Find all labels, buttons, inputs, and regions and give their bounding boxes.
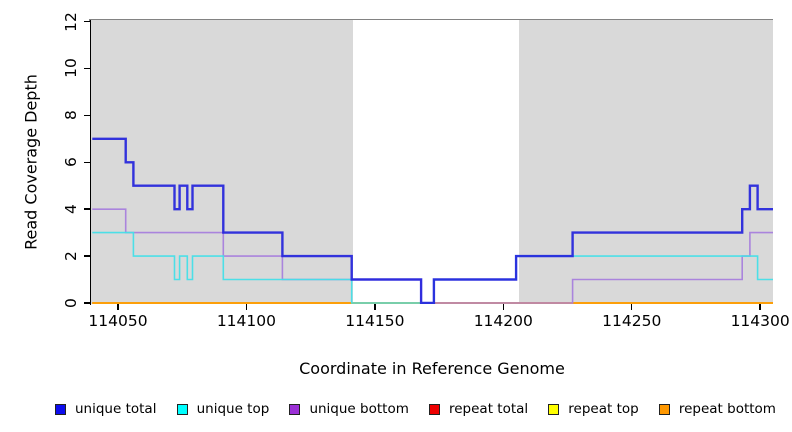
y-tick-label: 12 xyxy=(62,11,80,32)
legend-item-repeat-bottom: repeat bottom xyxy=(658,401,776,417)
x-tick-label: 114150 xyxy=(345,312,405,330)
y-tick-mark xyxy=(84,302,90,304)
legend-item-repeat-top: repeat top xyxy=(548,401,639,417)
y-axis-title: Read Coverage Depth xyxy=(21,74,41,250)
legend-label: repeat total xyxy=(448,401,529,417)
x-tick-mark xyxy=(630,304,633,310)
x-tick-mark xyxy=(117,304,119,310)
legend-label: repeat top xyxy=(568,401,639,417)
x-tick-mark xyxy=(245,304,248,310)
y-tick-label: 0 xyxy=(62,298,80,308)
plot-area xyxy=(91,20,773,304)
y-tick-label: 10 xyxy=(62,58,80,79)
unique-bottom-swatch-icon xyxy=(289,403,301,415)
x-axis-title: Coordinate in Reference Genome xyxy=(299,359,565,378)
series-unique-total xyxy=(92,137,773,304)
repeat-bottom-swatch-icon xyxy=(658,403,670,415)
y-tick-label: 2 xyxy=(62,251,80,262)
x-tick-label: 114300 xyxy=(730,312,790,330)
legend-item-unique-bottom: unique bottom xyxy=(289,401,409,417)
legend-label: repeat bottom xyxy=(678,401,776,417)
legend-label: unique bottom xyxy=(309,401,409,417)
unique-top-swatch-icon xyxy=(176,403,188,415)
legend-item-repeat-total: repeat total xyxy=(428,401,529,417)
y-tick-label: 8 xyxy=(62,110,80,121)
series-unique-top xyxy=(92,231,773,304)
series-canvas xyxy=(92,137,773,304)
y-tick-mark xyxy=(84,20,90,23)
y-tick-label: 4 xyxy=(62,204,80,215)
x-tick-mark xyxy=(374,304,376,310)
y-tick-label: 6 xyxy=(62,157,80,168)
x-tick-label: 114250 xyxy=(602,312,662,330)
legend-label: unique top xyxy=(196,401,270,417)
y-tick-mark xyxy=(84,208,90,210)
x-tick-label: 114200 xyxy=(473,312,533,330)
x-tick-mark xyxy=(502,304,505,310)
y-tick-mark xyxy=(84,255,90,257)
x-tick-mark xyxy=(759,304,761,310)
legend: unique total unique top unique bottom re… xyxy=(0,398,792,420)
y-tick-mark xyxy=(84,161,90,163)
y-axis-line xyxy=(89,20,91,305)
repeat-top-swatch-icon xyxy=(548,403,560,415)
legend-label: unique total xyxy=(75,401,157,417)
legend-item-unique-total: unique total xyxy=(55,401,156,417)
y-tick-mark xyxy=(84,67,90,70)
x-tick-label: 114100 xyxy=(216,312,276,330)
repeat-total-swatch-icon xyxy=(428,403,440,415)
y-tick-mark xyxy=(84,114,90,117)
gap-highlight-band xyxy=(353,20,519,304)
legend-item-unique-top: unique top xyxy=(176,401,270,417)
unique-total-swatch-icon xyxy=(55,403,66,415)
x-tick-label: 114050 xyxy=(88,312,148,330)
